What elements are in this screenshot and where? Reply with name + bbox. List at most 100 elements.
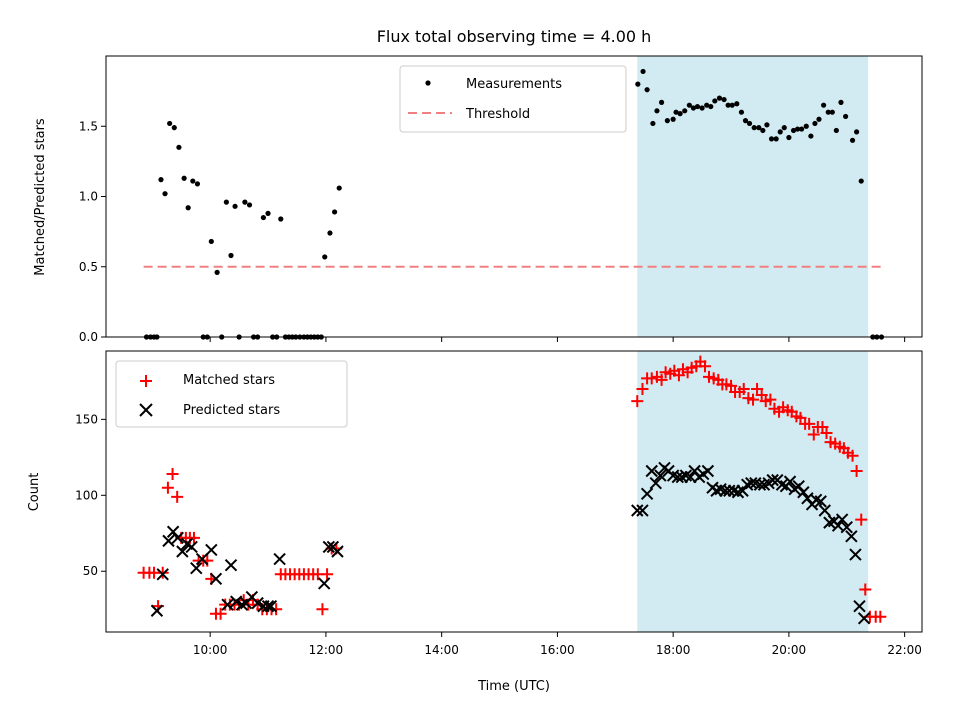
matched-star-point (755, 389, 768, 402)
measurement-point (838, 99, 844, 105)
predicted-star-point (688, 464, 701, 478)
measurement-point (644, 87, 650, 93)
measurement-point (808, 133, 814, 139)
y-tick-label: 0.0 (79, 330, 98, 344)
measurement-point (336, 185, 342, 191)
observing-window-shade-top (637, 56, 869, 337)
measurement-point (208, 238, 214, 245)
bottom-y-axis-ticks: 50 100 150 (75, 412, 106, 578)
measurement-point (265, 210, 271, 216)
y-tick-label: 100 (75, 488, 98, 502)
predicted-star-point (631, 504, 644, 517)
predicted-star-point (273, 552, 286, 566)
predicted-star-point (783, 475, 797, 488)
matched-star-point (803, 417, 816, 430)
measurement-point (790, 127, 797, 134)
measurement-point (768, 136, 775, 142)
predicted-star-point (171, 531, 184, 545)
matched-star-point (807, 428, 820, 441)
bottom-axes-frame (105, 350, 923, 633)
predicted-star-point (701, 464, 715, 478)
x-tick-label: 18:00 (656, 643, 691, 657)
predicted-star-point (251, 596, 264, 610)
measurement-point (794, 126, 801, 132)
measurement-point (729, 102, 735, 108)
measurement-point (816, 116, 822, 122)
matched-star-point (156, 566, 169, 579)
matched-star-point (161, 481, 174, 494)
top-legend: Measurements Threshold (399, 65, 627, 133)
predicted-star-point (230, 595, 243, 608)
matched-star-point (214, 607, 227, 620)
top-y-axis-label: Matched/Predicted stars (33, 118, 48, 276)
predicted-star-point (322, 540, 336, 554)
predicted-star-point (792, 479, 805, 493)
observing-window-shade-bottom (637, 351, 869, 632)
legend-predicted-label: Predicted stars (183, 403, 280, 418)
matched-star-point (816, 420, 829, 433)
predicted-star-point (317, 577, 331, 590)
predicted-star-point (654, 469, 667, 482)
measurement-point (829, 109, 835, 115)
predicted-stars-series (150, 461, 871, 625)
measurement-point (664, 118, 670, 124)
measurement-point (194, 181, 201, 187)
measurement-point (232, 203, 238, 209)
measurement-point (673, 109, 679, 115)
predicted-star-point (166, 525, 180, 538)
top-axes-frame (105, 55, 923, 338)
matched-star-point (737, 382, 750, 395)
measurement-point (843, 113, 849, 120)
measurement-point (734, 101, 740, 107)
matched-star-point (645, 372, 658, 385)
measurement-point (858, 178, 864, 184)
matched-star-point (636, 382, 649, 395)
measurement-point (699, 105, 705, 111)
legend-measurements-marker (425, 80, 431, 86)
top-y-axis-ticks: 0.0 0.5 1.0 1.5 (79, 119, 106, 344)
measurement-point (171, 125, 177, 131)
predicted-star-point (264, 599, 278, 613)
measurement-point (181, 175, 187, 181)
y-tick-label: 1.5 (79, 119, 98, 133)
measurement-point (682, 108, 688, 114)
predicted-star-point (775, 478, 789, 491)
predicted-star-point (857, 612, 871, 625)
predicted-star-point (209, 572, 223, 586)
x-tick-label: 10:00 (193, 643, 228, 657)
matched-star-point (747, 393, 760, 406)
matched-star-point (846, 449, 859, 462)
matched-star-point (855, 513, 868, 526)
y-tick-label: 1.0 (79, 190, 98, 204)
matched-star-point (166, 468, 179, 481)
measurement-point (214, 269, 220, 275)
predicted-star-point (235, 598, 249, 611)
measurement-point (670, 116, 676, 122)
predicted-star-point (640, 487, 654, 500)
matched-star-point (672, 369, 685, 382)
predicted-star-point (645, 464, 658, 478)
measurement-point (635, 81, 641, 87)
measurement-point (821, 102, 827, 108)
legend-measurements-label: Measurements (466, 77, 562, 92)
matched-star-point (764, 393, 777, 406)
predicted-star-point (818, 504, 831, 517)
measurement-point (176, 144, 182, 150)
predicted-star-point (835, 513, 849, 526)
measurement-point (756, 125, 762, 131)
measurement-point (716, 95, 723, 101)
matched-star-point (631, 395, 644, 408)
legend-matched-label: Matched stars (183, 373, 275, 388)
measurement-point (242, 199, 248, 205)
measurement-point (773, 136, 779, 142)
measurement-point (803, 123, 809, 129)
measurement-point (721, 96, 727, 103)
measurement-point (654, 108, 660, 114)
top-x-axis-ticks (209, 337, 906, 342)
measurements-series (143, 68, 885, 340)
measurement-point (712, 98, 718, 104)
matched-star-point (874, 610, 887, 623)
y-tick-label: 50 (83, 564, 98, 578)
chart-title: Flux total observing time = 4.00 h (377, 27, 652, 46)
